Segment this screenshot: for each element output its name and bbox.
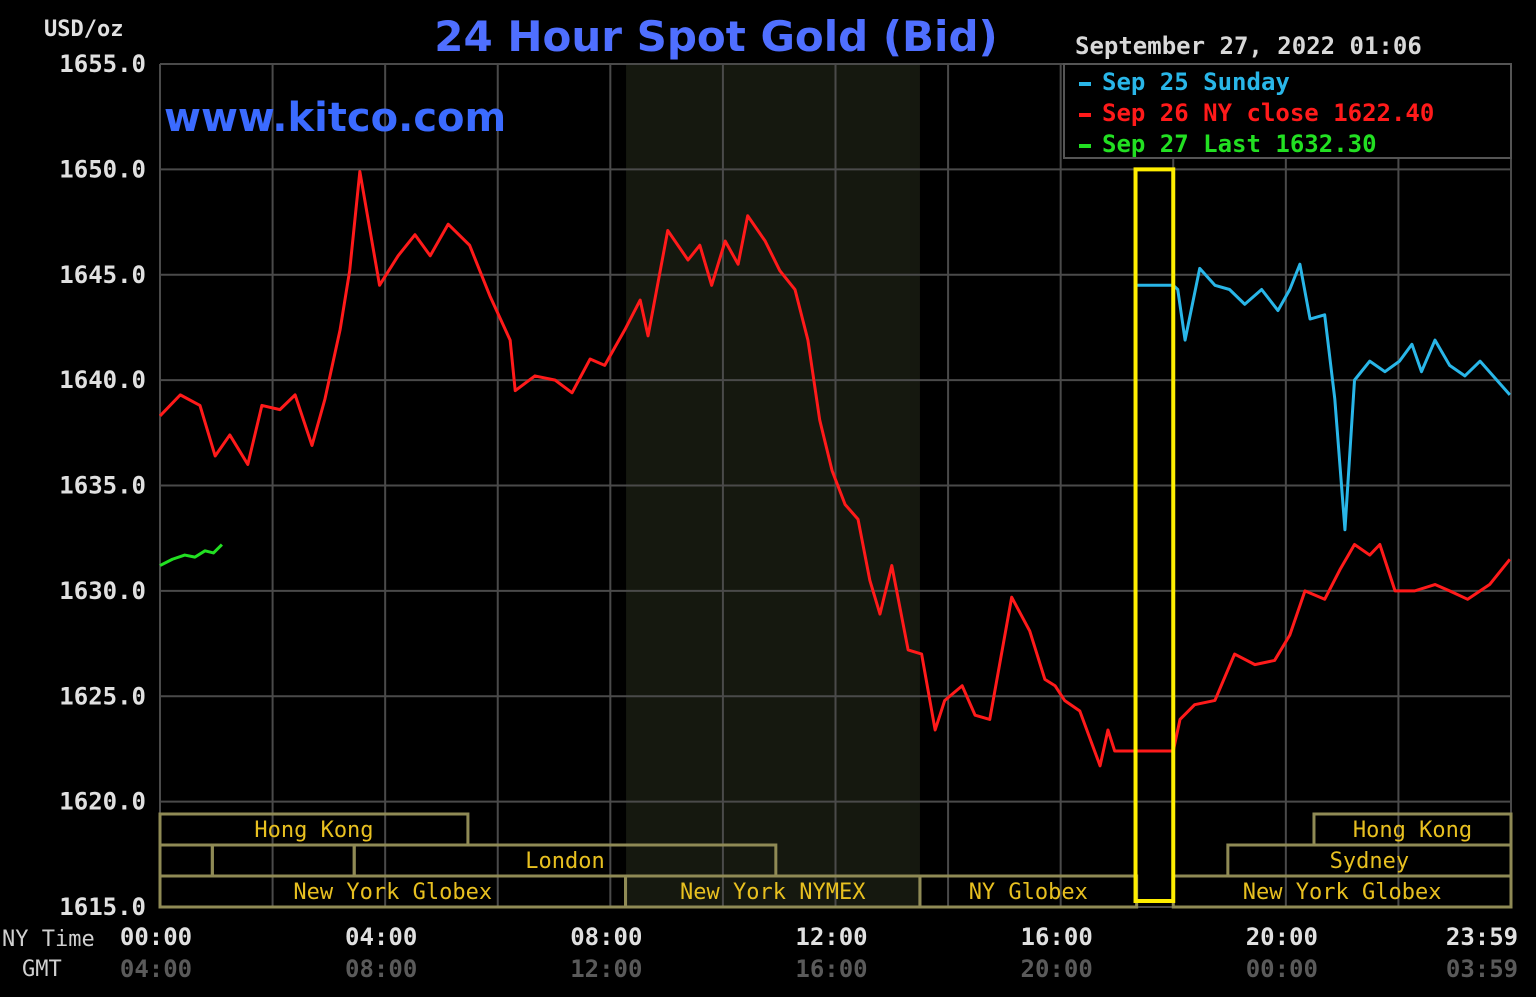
y-tick-labels: 1655.0 1650.0 1645.0 1640.0 1635.0 1630.0 1625… xyxy=(59,50,146,921)
x-tick-label-gmt: 00:00 xyxy=(1246,955,1318,983)
x-tick-label-ny: 16:00 xyxy=(1021,923,1093,951)
highlight-box xyxy=(1133,167,1176,903)
legend-entry: Sep 27 Last 1632.30 xyxy=(1102,130,1377,158)
legend-swatch xyxy=(1079,144,1091,148)
series-line-sep-26-ny-close xyxy=(158,169,1512,768)
series-line-sep-25-sunday xyxy=(1134,262,1511,532)
x-tick-label-gmt: 20:00 xyxy=(1021,955,1093,983)
x-tick-label-ny: 12:00 xyxy=(795,923,867,951)
x-tick-label-ny: 00:00 xyxy=(120,923,192,951)
x-tick-label-ny: 04:00 xyxy=(345,923,417,951)
x-tick-label-ny: 23:59 xyxy=(1446,923,1518,951)
timestamp: September 27, 2022 01:06 xyxy=(1075,32,1422,60)
highlight-layer xyxy=(1133,167,1176,903)
y-tick-label: 1655.0 xyxy=(59,50,146,78)
session-label: New York Globex xyxy=(293,880,492,905)
legend-swatch xyxy=(1079,82,1091,86)
session-label: Hong Kong xyxy=(1353,818,1472,843)
legend-entry: Sep 26 NY close 1622.40 xyxy=(1102,99,1434,127)
x-tick-label-gmt: 04:00 xyxy=(120,955,192,983)
watermark: www.kitco.com xyxy=(164,95,506,141)
y-tick-label: 1630.0 xyxy=(59,577,146,605)
legend: Sep 25 Sunday Sep 26 NY close 1622.40 Sep … xyxy=(1063,63,1512,159)
y-tick-label: 1645.0 xyxy=(59,261,146,289)
session-label: NY Globex xyxy=(969,880,1088,905)
y-tick-label: 1615.0 xyxy=(59,893,146,921)
chart-title: 24 Hour Spot Gold (Bid) xyxy=(434,12,997,61)
x-tick-label-gmt: 03:59 xyxy=(1446,955,1518,983)
x-axis-ny-label: NY Time xyxy=(2,927,95,952)
session-box xyxy=(210,843,356,878)
session-label: New York Globex xyxy=(1243,880,1442,905)
session-layer: Hong Kong Hong Kong London Sydney New York G… xyxy=(158,812,1513,909)
legend-swatch xyxy=(1079,113,1091,117)
legend-entry: Sep 25 Sunday xyxy=(1102,68,1290,96)
series-line-sep-27-last xyxy=(159,543,223,567)
session-label: London xyxy=(525,849,604,874)
y-tick-label: 1640.0 xyxy=(59,366,146,394)
x-tick-label-gmt: 08:00 xyxy=(345,955,417,983)
y-tick-label: 1650.0 xyxy=(59,155,146,183)
x-tick-label-gmt: 12:00 xyxy=(570,955,642,983)
x-axis-gmt-label: GMT xyxy=(22,957,62,982)
x-tick-label-gmt: 16:00 xyxy=(795,955,867,983)
session-label: Hong Kong xyxy=(254,818,373,843)
session-label: New York NYMEX xyxy=(680,880,866,905)
x-tick-labels: 00:00 04:00 04:00 08:00 08:00 12:00 12:00 16:00… xyxy=(120,923,1518,983)
session-box xyxy=(158,843,214,878)
x-tick-label-ny: 20:00 xyxy=(1246,923,1318,951)
y-axis-label: USD/oz xyxy=(44,17,123,42)
y-tick-label: 1620.0 xyxy=(59,788,146,816)
series-layer xyxy=(158,169,1512,768)
session-label: Sydney xyxy=(1330,849,1409,874)
y-tick-label: 1635.0 xyxy=(59,472,146,500)
x-tick-label-ny: 08:00 xyxy=(570,923,642,951)
y-tick-label: 1625.0 xyxy=(59,682,146,710)
